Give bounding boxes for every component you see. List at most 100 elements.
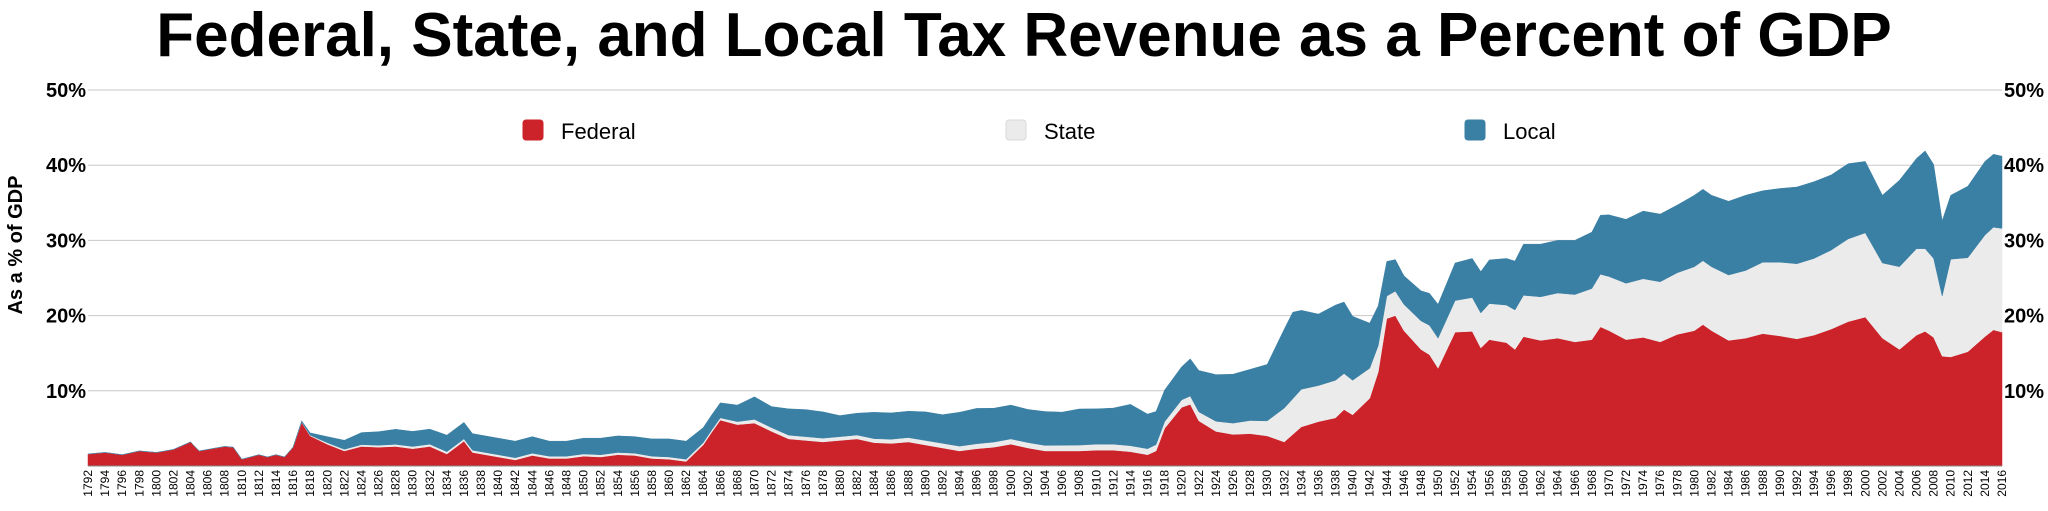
x-tick-1904: 1904 bbox=[1038, 470, 1052, 497]
x-tick-2008: 2008 bbox=[1927, 470, 1941, 497]
x-tick-1926: 1926 bbox=[1226, 470, 1240, 497]
x-tick-1872: 1872 bbox=[765, 470, 779, 497]
y-tick-right-10: 10% bbox=[2004, 381, 2044, 403]
x-tick-1908: 1908 bbox=[1072, 470, 1086, 497]
x-tick-1998: 1998 bbox=[1841, 470, 1855, 497]
x-tick-1942: 1942 bbox=[1363, 470, 1377, 497]
legend-item-local: Local bbox=[1464, 119, 1556, 144]
x-axis-ticks: 1792 1794 1796 1798 1800 1802 1804 1806 1808 1810… bbox=[81, 470, 2009, 497]
x-tick-1930: 1930 bbox=[1260, 470, 1274, 497]
x-tick-1946: 1946 bbox=[1397, 470, 1411, 497]
x-tick-1952: 1952 bbox=[1448, 470, 1462, 497]
x-tick-1850: 1850 bbox=[577, 470, 591, 497]
x-tick-1798: 1798 bbox=[132, 470, 146, 497]
x-tick-1888: 1888 bbox=[901, 470, 915, 497]
x-tick-1876: 1876 bbox=[799, 470, 813, 497]
legend-item-federal: Federal bbox=[522, 119, 636, 144]
x-tick-1834: 1834 bbox=[440, 470, 454, 497]
x-tick-1902: 1902 bbox=[1021, 470, 1035, 497]
x-tick-2004: 2004 bbox=[1892, 470, 1906, 497]
x-tick-1824: 1824 bbox=[354, 470, 368, 497]
x-tick-1870: 1870 bbox=[747, 470, 761, 497]
x-tick-2012: 2012 bbox=[1961, 470, 1975, 497]
x-tick-1836: 1836 bbox=[457, 470, 471, 497]
x-tick-1840: 1840 bbox=[491, 470, 505, 497]
x-tick-1944: 1944 bbox=[1380, 470, 1394, 497]
x-tick-1822: 1822 bbox=[337, 470, 351, 497]
x-tick-1844: 1844 bbox=[525, 470, 539, 497]
x-tick-1922: 1922 bbox=[1192, 470, 1206, 497]
x-tick-1982: 1982 bbox=[1704, 470, 1718, 497]
x-tick-1986: 1986 bbox=[1739, 470, 1753, 497]
x-tick-1856: 1856 bbox=[628, 470, 642, 497]
x-tick-1858: 1858 bbox=[645, 470, 659, 497]
x-tick-1886: 1886 bbox=[884, 470, 898, 497]
x-tick-1916: 1916 bbox=[1141, 470, 1155, 497]
x-tick-1956: 1956 bbox=[1482, 470, 1496, 497]
legend-label-federal: Federal bbox=[561, 119, 636, 144]
x-tick-1964: 1964 bbox=[1551, 470, 1565, 497]
y-axis-label: As a % of GDP bbox=[5, 176, 27, 315]
x-tick-1970: 1970 bbox=[1602, 470, 1616, 497]
x-tick-1796: 1796 bbox=[115, 470, 129, 497]
x-tick-1962: 1962 bbox=[1534, 470, 1548, 497]
x-tick-1882: 1882 bbox=[850, 470, 864, 497]
x-tick-1898: 1898 bbox=[987, 470, 1001, 497]
x-tick-1914: 1914 bbox=[1123, 470, 1137, 497]
x-tick-2010: 2010 bbox=[1944, 470, 1958, 497]
x-tick-1792: 1792 bbox=[81, 470, 95, 497]
x-tick-1828: 1828 bbox=[389, 470, 403, 497]
x-tick-1890: 1890 bbox=[918, 470, 932, 497]
x-tick-1864: 1864 bbox=[696, 470, 710, 497]
x-tick-1966: 1966 bbox=[1568, 470, 1582, 497]
stacked-areas bbox=[87, 150, 2003, 467]
x-tick-1938: 1938 bbox=[1329, 470, 1343, 497]
x-tick-1950: 1950 bbox=[1431, 470, 1445, 497]
x-tick-1794: 1794 bbox=[98, 470, 112, 497]
y-axis-left-ticks: 10% 20% 30% 40% 50% bbox=[46, 80, 86, 403]
x-tick-1992: 1992 bbox=[1790, 470, 1804, 497]
legend: Federal State Local bbox=[522, 119, 1556, 144]
y-tick-left-20: 20% bbox=[46, 306, 86, 328]
x-tick-1892: 1892 bbox=[935, 470, 949, 497]
legend-label-state: State bbox=[1044, 119, 1095, 144]
x-tick-2016: 2016 bbox=[1995, 470, 2009, 497]
x-tick-1994: 1994 bbox=[1807, 470, 1821, 497]
x-tick-1990: 1990 bbox=[1773, 470, 1787, 497]
x-tick-1800: 1800 bbox=[149, 470, 163, 497]
x-tick-2000: 2000 bbox=[1858, 470, 1872, 497]
y-tick-left-10: 10% bbox=[46, 381, 86, 403]
x-tick-1954: 1954 bbox=[1465, 470, 1479, 497]
x-tick-1968: 1968 bbox=[1585, 470, 1599, 497]
x-tick-1932: 1932 bbox=[1277, 470, 1291, 497]
x-tick-1884: 1884 bbox=[867, 470, 881, 497]
x-tick-1810: 1810 bbox=[235, 470, 249, 497]
x-tick-1960: 1960 bbox=[1517, 470, 1531, 497]
x-tick-1948: 1948 bbox=[1414, 470, 1428, 497]
x-tick-1918: 1918 bbox=[1158, 470, 1172, 497]
x-tick-1818: 1818 bbox=[303, 470, 317, 497]
x-tick-1910: 1910 bbox=[1089, 470, 1103, 497]
area-local bbox=[87, 150, 2003, 460]
x-tick-1802: 1802 bbox=[166, 470, 180, 497]
x-tick-1832: 1832 bbox=[423, 470, 437, 497]
x-tick-1936: 1936 bbox=[1311, 470, 1325, 497]
x-tick-1928: 1928 bbox=[1243, 470, 1257, 497]
legend-label-local: Local bbox=[1503, 119, 1556, 144]
x-tick-1984: 1984 bbox=[1722, 470, 1736, 497]
x-tick-1900: 1900 bbox=[1004, 470, 1018, 497]
legend-swatch-state bbox=[1005, 119, 1027, 141]
x-tick-1896: 1896 bbox=[970, 470, 984, 497]
x-tick-1848: 1848 bbox=[560, 470, 574, 497]
x-tick-1912: 1912 bbox=[1106, 470, 1120, 497]
x-tick-1814: 1814 bbox=[269, 470, 283, 497]
x-tick-1906: 1906 bbox=[1055, 470, 1069, 497]
x-tick-1878: 1878 bbox=[816, 470, 830, 497]
x-tick-1826: 1826 bbox=[372, 470, 386, 497]
x-tick-1808: 1808 bbox=[218, 470, 232, 497]
x-tick-1940: 1940 bbox=[1346, 470, 1360, 497]
x-tick-1874: 1874 bbox=[782, 470, 796, 497]
x-tick-1988: 1988 bbox=[1756, 470, 1770, 497]
y-axis-right-ticks: 10% 20% 30% 40% 50% bbox=[2004, 80, 2044, 403]
x-tick-1820: 1820 bbox=[320, 470, 334, 497]
